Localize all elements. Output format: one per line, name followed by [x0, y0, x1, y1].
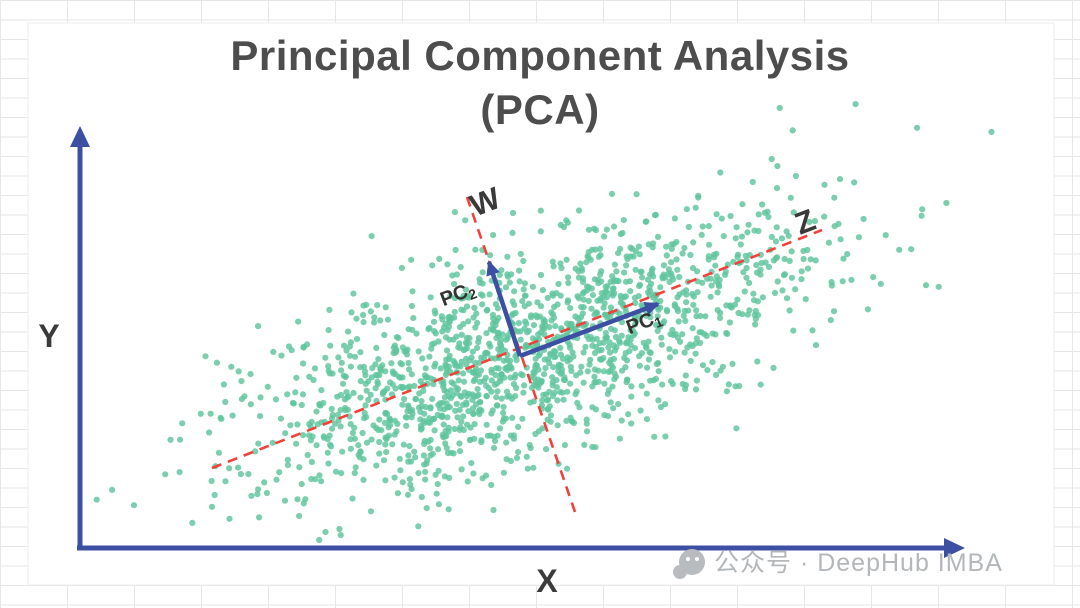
official-account-icon — [673, 549, 705, 579]
chart-title-line2: (PCA) — [480, 86, 599, 133]
y-axis-arrowhead — [70, 126, 90, 147]
pc2-vector-arrow — [486, 260, 523, 357]
w-dashed-axis — [465, 196, 577, 513]
watermark-text: 公众号 · DeepHub IMBA — [714, 549, 1003, 577]
x-axis-arrowhead — [944, 538, 965, 558]
xy-axes — [70, 126, 965, 558]
chart-title-line1: Principal Component Analysis — [230, 32, 849, 79]
scatter-points — [93, 101, 995, 544]
pc1-vector-arrow — [519, 301, 660, 359]
y-axis-title: Y — [38, 318, 59, 354]
x-axis-title: X — [536, 563, 558, 599]
watermark: 公众号 · DeepHub IMBA — [673, 549, 1003, 579]
